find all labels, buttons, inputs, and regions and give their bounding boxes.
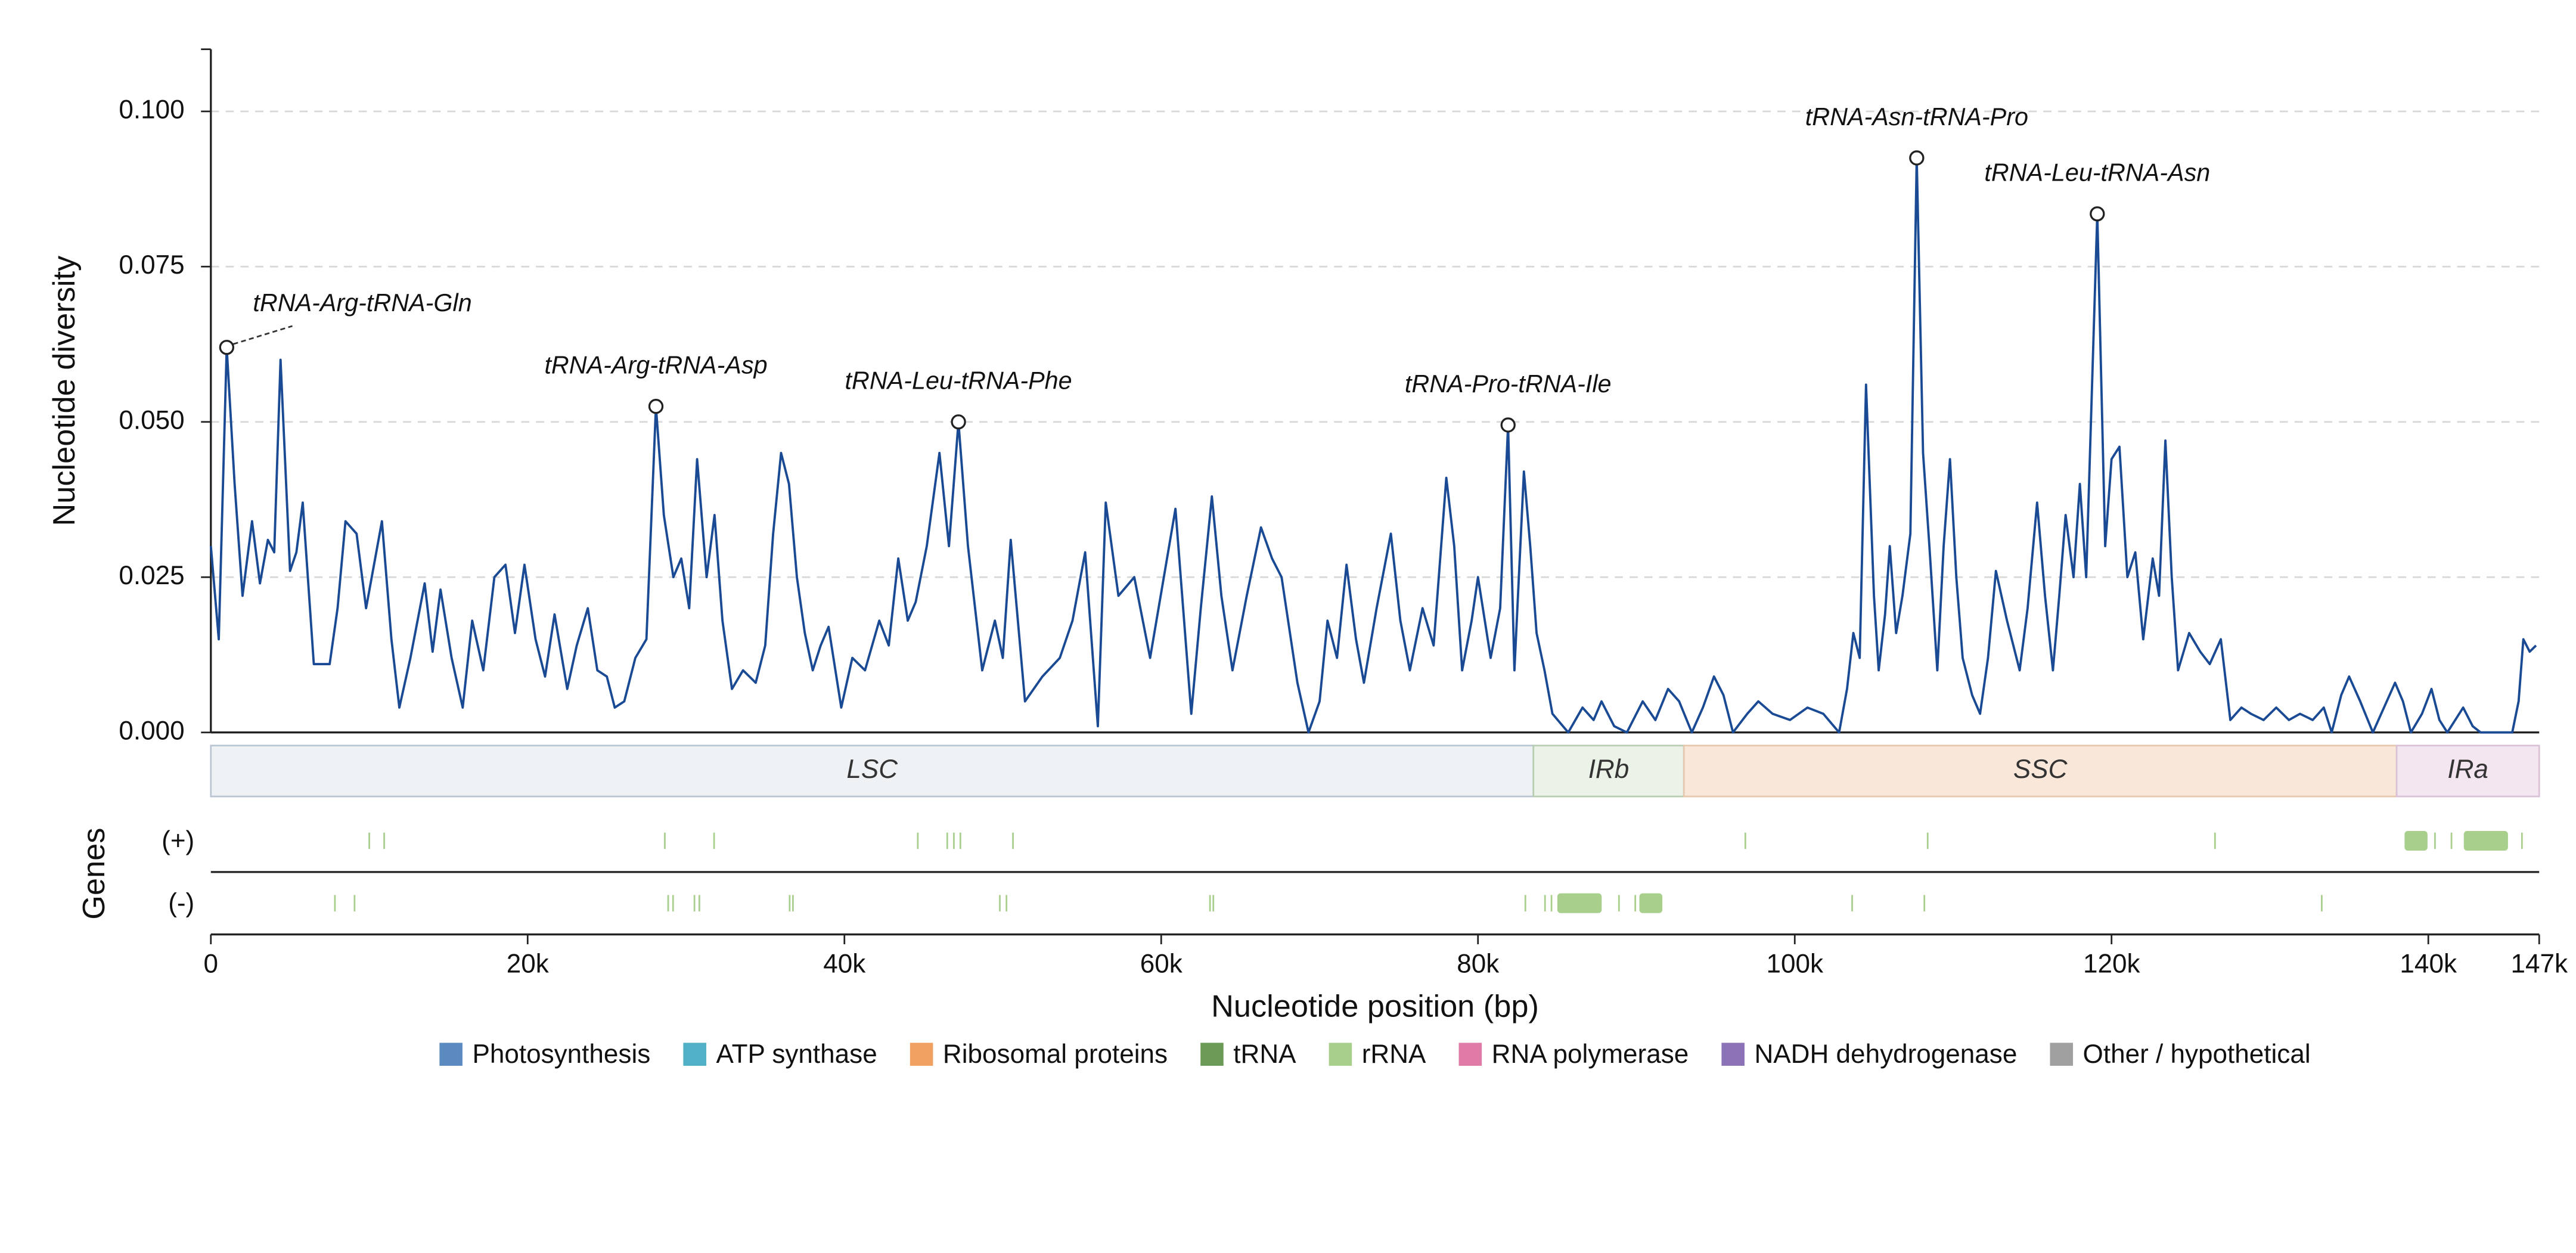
legend-label: Ribosomal proteins — [943, 1040, 1168, 1069]
gene — [664, 832, 666, 849]
gene — [792, 895, 794, 911]
genes-label: Genes — [77, 828, 111, 920]
legend-label: rRNA — [1362, 1040, 1426, 1069]
x-tick-label: 140k — [2400, 950, 2457, 979]
gene — [1005, 895, 1008, 911]
legend-label: tRNA — [1233, 1040, 1296, 1069]
gene — [1550, 895, 1553, 911]
legend-label: ATP synthase — [716, 1040, 877, 1069]
region — [1532, 745, 1685, 798]
gene — [1639, 893, 1663, 913]
x-tick-label: 100k — [1766, 950, 1824, 979]
gene — [1544, 895, 1546, 911]
gene — [334, 895, 336, 911]
x-tick-label: 0 — [204, 950, 219, 979]
gene — [1618, 895, 1620, 911]
legend-swatch — [1200, 1043, 1224, 1066]
gene — [672, 895, 674, 911]
gene — [1212, 895, 1215, 911]
gene — [959, 832, 961, 849]
region-label: LSC — [846, 755, 898, 784]
legend-label: NADH dehydrogenase — [1754, 1040, 2017, 1069]
legend-swatch — [1329, 1043, 1352, 1066]
y-axis-label: Nucleotide diversity — [47, 255, 82, 526]
y-tick-label: 0.075 — [119, 250, 184, 280]
strand-label: (-) — [168, 889, 194, 918]
annotation-point — [219, 340, 235, 355]
region-label: IRa — [2447, 755, 2488, 784]
annotation-point — [648, 399, 664, 414]
legend-swatch — [439, 1043, 463, 1066]
gene — [2404, 830, 2428, 851]
y-tick-label: 0.025 — [119, 561, 184, 590]
x-tick-label: 20k — [507, 950, 550, 979]
annotation-leader — [232, 325, 293, 345]
gene — [1923, 895, 1926, 911]
gene — [383, 832, 385, 849]
legend-swatch — [683, 1043, 706, 1066]
region-label: IRb — [1588, 755, 1630, 784]
annotation-point — [2090, 206, 2105, 222]
annotation-label: tRNA-Leu-tRNA-Phe — [845, 367, 1072, 395]
gene — [1744, 832, 1746, 849]
annotation-point — [951, 414, 966, 430]
gene — [1012, 832, 1014, 849]
annotation-point — [1909, 150, 1925, 166]
x-axis-label: Nucleotide position (bp) — [1211, 989, 1539, 1024]
gene — [789, 895, 791, 911]
legend-swatch — [1458, 1043, 1482, 1066]
legend-label: RNA polymerase — [1492, 1040, 1689, 1069]
gene — [1524, 895, 1526, 911]
region — [1683, 745, 2398, 798]
gene — [2463, 830, 2508, 851]
x-tick-label: 120k — [2083, 950, 2141, 979]
gene — [713, 832, 715, 849]
region — [210, 745, 1535, 798]
gene — [2521, 832, 2523, 849]
gene — [999, 895, 1001, 911]
gene — [2434, 832, 2436, 849]
gene — [368, 832, 370, 849]
annotation-label: tRNA-Arg-tRNA-Gln — [253, 289, 471, 317]
annotation-label: tRNA-Pro-tRNA-Ile — [1405, 370, 1612, 398]
x-tick-label: 40k — [823, 950, 866, 979]
legend-label: Other / hypothetical — [2083, 1040, 2311, 1069]
y-tick-label: 0.050 — [119, 405, 184, 435]
gene — [2321, 895, 2323, 911]
annotation-label: tRNA-Leu-tRNA-Asn — [1984, 159, 2210, 187]
gene — [1209, 895, 1211, 911]
gene — [1557, 893, 1602, 913]
gene — [693, 895, 696, 911]
y-tick-label: 0.000 — [119, 716, 184, 745]
gene — [2214, 832, 2216, 849]
y-tick-label: 0.100 — [119, 95, 184, 124]
annotation-point — [1500, 417, 1516, 433]
x-tick-label: 147k — [2510, 950, 2568, 979]
legend-swatch — [910, 1043, 933, 1066]
region — [2395, 745, 2540, 798]
gene — [946, 832, 948, 849]
gene — [667, 895, 669, 911]
gene — [1634, 895, 1637, 911]
legend-swatch — [2050, 1043, 2074, 1066]
x-tick-label: 80k — [1457, 950, 1500, 979]
gene — [917, 832, 919, 849]
diversity-line — [209, 157, 2537, 734]
gene — [1926, 832, 1929, 849]
strand-label: (+) — [162, 826, 194, 855]
gene — [2450, 832, 2453, 849]
legend-label: Photosynthesis — [472, 1040, 650, 1069]
x-tick-label: 60k — [1140, 950, 1183, 979]
annotation-label: tRNA-Arg-tRNA-Asp — [544, 352, 767, 379]
region-label: SSC — [2013, 755, 2068, 784]
legend-swatch — [1721, 1043, 1745, 1066]
gene — [953, 832, 955, 849]
annotation-label: tRNA-Asn-tRNA-Pro — [1805, 103, 2028, 131]
gene — [699, 895, 700, 911]
gene — [353, 895, 356, 911]
gene — [1851, 895, 1853, 911]
